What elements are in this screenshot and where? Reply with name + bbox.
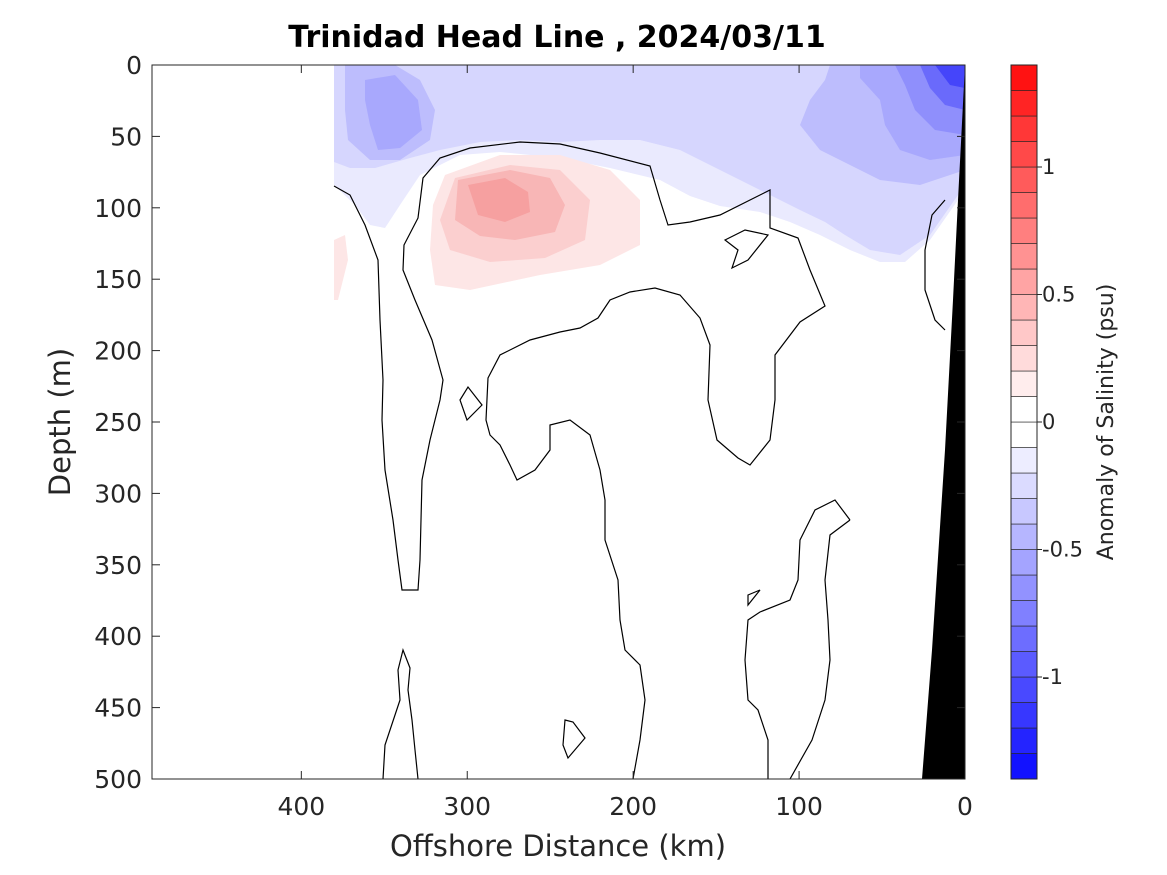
colorbar-tick-label: -1 (1042, 665, 1063, 689)
x-axis: 400 300 200 100 0 (277, 65, 973, 821)
x-tick-label: 300 (443, 792, 491, 821)
y-tick-label: 250 (94, 408, 142, 437)
colorbar-swatch (1010, 319, 1038, 346)
colorbar-swatch (1010, 141, 1038, 168)
colorbar-swatch (1010, 192, 1038, 219)
colorbar-swatch (1010, 472, 1038, 499)
zero-contour-island-3 (747, 589, 761, 607)
zero-contour-east-deep-2 (789, 519, 851, 779)
colorbar-swatch (1010, 243, 1038, 270)
colorbar-swatch (1010, 396, 1038, 423)
fresh-anomaly-level-4 (365, 75, 422, 150)
colorbar-swatch (1010, 115, 1038, 142)
colorbar-swatch (1010, 294, 1038, 321)
salty-anomaly-western-blip (334, 235, 348, 300)
x-tick-label: 400 (277, 792, 325, 821)
colorbar-swatch (1010, 64, 1038, 91)
colorbar-swatch (1010, 421, 1038, 448)
colorbar-swatch (1010, 370, 1038, 397)
zero-contour-nearshore (924, 199, 946, 331)
y-tick-label: 150 (94, 265, 142, 294)
x-tick-label: 100 (775, 792, 823, 821)
colorbar-swatch (1010, 753, 1038, 780)
y-tick-label: 200 (94, 337, 142, 366)
y-tick-label: 100 (94, 194, 142, 223)
fresh-anomaly-level-7 (935, 65, 965, 88)
colorbar-swatch (1010, 523, 1038, 550)
colorbar-swatch (1010, 574, 1038, 601)
colorbar-swatch (1010, 600, 1038, 627)
colorbar-swatch (1010, 447, 1038, 474)
seafloor-bathymetry (922, 65, 965, 779)
zero-contour-upper (333, 141, 826, 779)
y-tick-label: 500 (94, 765, 142, 794)
colorbar-swatch (1010, 727, 1038, 754)
colorbar-tick-label: -0.5 (1042, 538, 1083, 562)
colorbar-swatch (1010, 166, 1038, 193)
x-axis-title: Offshore Distance (km) (390, 829, 726, 863)
colorbar-axis: -1 -0.5 0 0.5 1 (1037, 155, 1083, 689)
colorbar (1010, 64, 1038, 780)
y-tick-label: 300 (94, 479, 142, 508)
zero-contour-island-2 (723, 229, 770, 270)
x-tick-label: 0 (957, 792, 973, 821)
y-tick-label: 400 (94, 622, 142, 651)
y-tick-label: 350 (94, 551, 142, 580)
colorbar-swatch (1010, 345, 1038, 372)
y-tick-label: 0 (126, 51, 142, 80)
salty-anomaly-level-4 (468, 178, 530, 222)
zero-contour-island-4 (562, 719, 586, 760)
colorbar-swatch (1010, 268, 1038, 295)
y-axis: 0 50 100 150 200 250 300 350 400 450 500 (94, 51, 965, 794)
colorbar-swatch (1010, 625, 1038, 652)
colorbar-swatch (1010, 651, 1038, 678)
zero-contour-bottom-left (382, 648, 419, 779)
colorbar-swatch (1010, 676, 1038, 703)
colorbar-swatch (1010, 90, 1038, 117)
plot-area: 0 50 100 150 200 250 300 350 400 450 500 400 300 200… (43, 51, 973, 863)
colorbar-tick-label: 0.5 (1042, 283, 1075, 307)
colorbar-swatch (1010, 217, 1038, 244)
colorbar-tick-label: 1 (1042, 155, 1055, 179)
y-tick-label: 450 (94, 694, 142, 723)
zero-contour-east-deep (744, 499, 851, 779)
anomaly-fill-layer (333, 65, 965, 779)
y-tick-label: 50 (110, 122, 142, 151)
colorbar-title: Anomaly of Salinity (psu) (1094, 284, 1119, 561)
colorbar-swatch (1010, 702, 1038, 729)
x-tick-label: 200 (609, 792, 657, 821)
chart-title: Trinidad Head Line , 2024/03/11 (288, 20, 825, 55)
y-axis-title: Depth (m) (43, 348, 77, 496)
colorbar-tick-label: 0 (1042, 410, 1055, 434)
colorbar-swatch (1010, 498, 1038, 525)
colorbar-swatch (1010, 549, 1038, 576)
zero-contour-island-1 (459, 385, 483, 422)
